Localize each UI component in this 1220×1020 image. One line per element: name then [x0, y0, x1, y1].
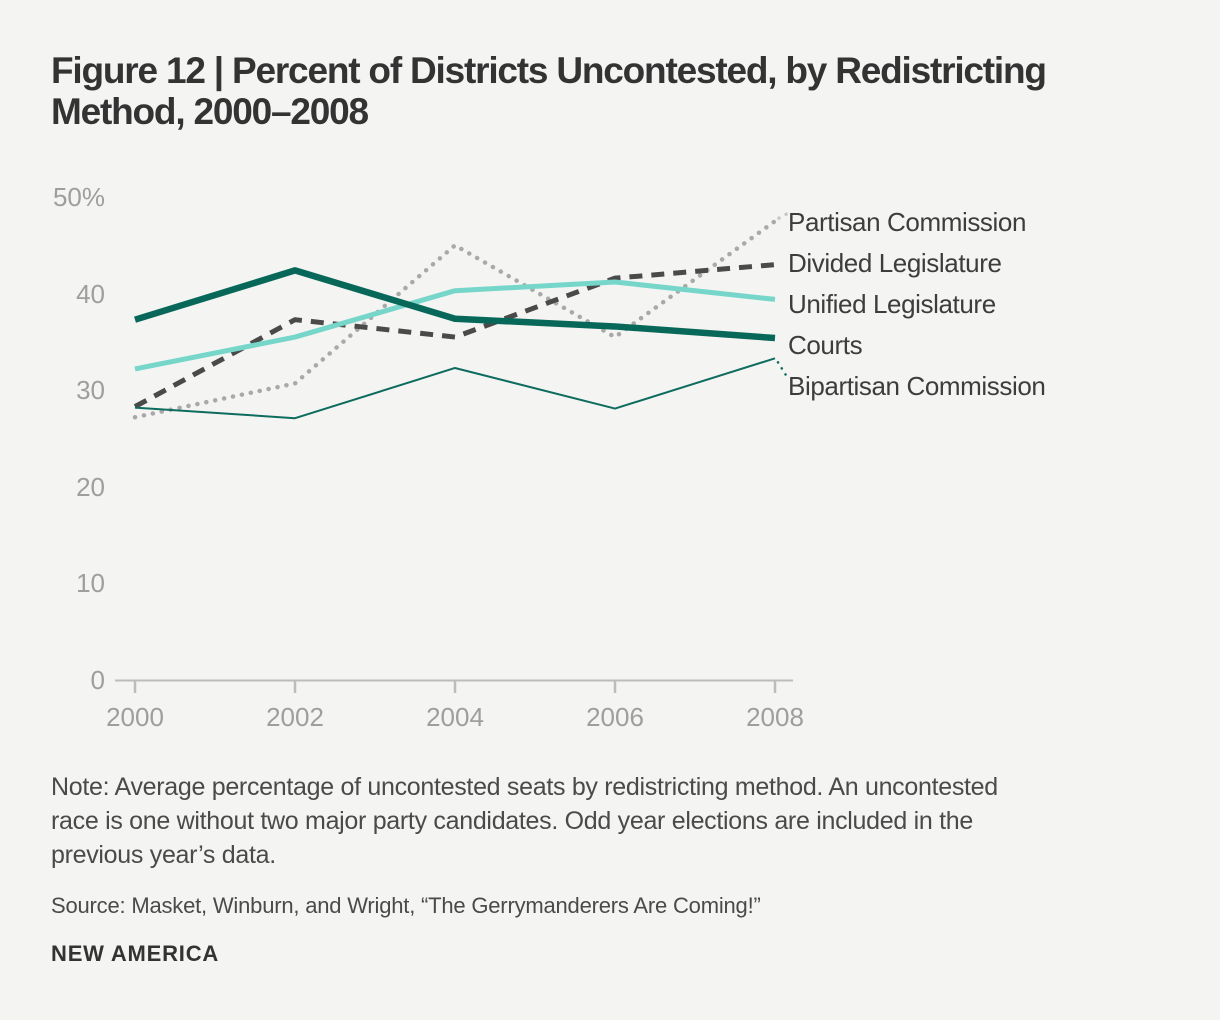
x-axis-tick-label: 2002	[266, 702, 324, 732]
figure-source: Source: Masket, Winburn, and Wright, “Th…	[51, 893, 761, 918]
figure-note-line-2: race is one without two major party cand…	[51, 807, 973, 835]
series-line-bipartisan-commission	[134, 357, 776, 420]
y-axis-tick-label: 20	[76, 471, 105, 502]
figure-note-line-1: Note: Average percentage of uncontested …	[51, 773, 998, 801]
y-axis-tick-label: 0	[90, 665, 105, 695]
legend-label-partisan-commission: Partisan Commission	[788, 207, 1027, 237]
x-axis-tick-label: 2008	[746, 702, 804, 732]
series-line-partisan-commission	[132, 218, 778, 420]
y-axis-tick-label: 40	[76, 278, 105, 309]
y-axis-tick-label: 50%	[52, 182, 105, 212]
series-line-unified-legislature	[134, 279, 776, 372]
legend-label-unified-legislature: Unified Legislature	[788, 289, 996, 319]
x-axis-tick-label: 2006	[586, 702, 644, 732]
figure-note: Note: Average percentage of uncontested …	[51, 770, 998, 872]
series-line-divided-legislature	[133, 262, 776, 409]
series-line-courts	[134, 267, 776, 342]
y-axis-tick-label: 10	[76, 568, 105, 599]
brand-wordmark: NEW AMERICA	[51, 941, 220, 966]
legend-label-divided-legislature: Divided Legislature	[788, 248, 1002, 278]
legend-label-courts: Courts	[788, 330, 863, 360]
x-axis-tick-label: 2000	[106, 702, 164, 732]
figure-title-line-1: Figure 12 | Percent of Districts Unconte…	[51, 50, 1047, 91]
figure-title: Figure 12 | Percent of Districts Unconte…	[51, 50, 1047, 132]
leader-partisan-commission	[777, 209, 794, 220]
legend-label-bipartisan-commission: Bipartisan Commission	[788, 371, 1046, 401]
figure-title-line-2: Method, 2000–2008	[51, 91, 369, 132]
x-axis-tick-label: 2004	[426, 702, 484, 732]
figure-note-line-3: previous year’s data.	[51, 841, 276, 869]
y-axis-tick-label: 30	[76, 375, 105, 406]
